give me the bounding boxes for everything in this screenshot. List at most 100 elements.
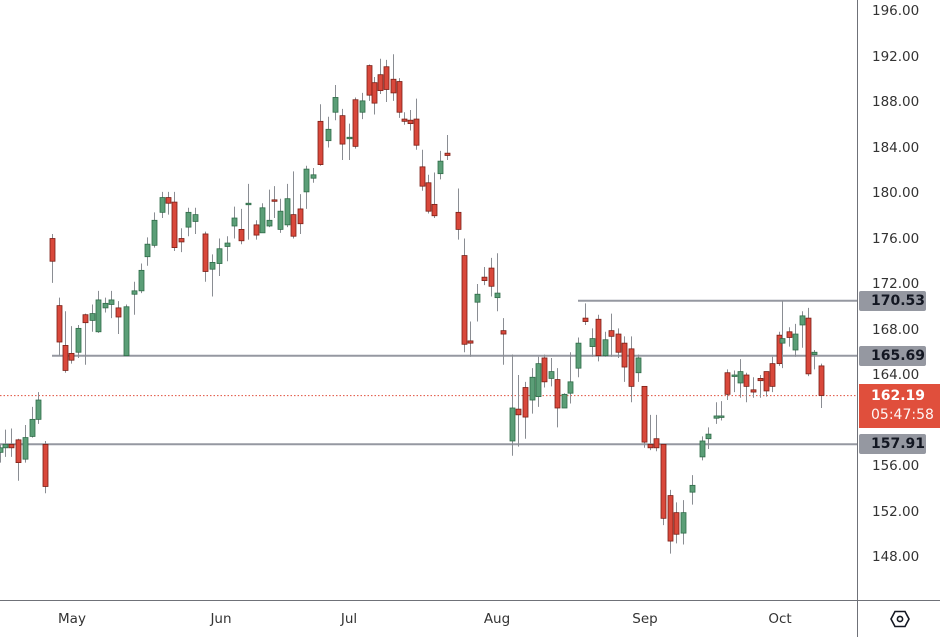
price-tick: 188.00 (872, 94, 920, 110)
candle-up (259, 207, 266, 234)
candle-up (705, 433, 712, 440)
candle-up (718, 415, 725, 418)
candle-down (769, 363, 776, 387)
candle-up (635, 357, 642, 374)
candle-down (750, 389, 757, 393)
candle-up (277, 210, 284, 230)
candle-down (297, 208, 304, 225)
candle-down (444, 152, 451, 156)
candle-down (818, 365, 825, 396)
candle-down (290, 214, 297, 237)
candle-down (419, 166, 426, 187)
candle-up (224, 242, 231, 247)
candle-down (522, 387, 529, 418)
candlestick-chart[interactable] (0, 0, 857, 600)
time-tick: Aug (483, 611, 511, 627)
candle-up (131, 290, 138, 295)
candle-up (689, 484, 696, 493)
candle-up (89, 313, 96, 321)
candle-up (102, 302, 109, 309)
candle-down (608, 330, 615, 337)
candle-up (35, 399, 42, 420)
candle-up (713, 415, 720, 419)
candle-up (123, 306, 130, 357)
price-tick: 168.00 (872, 322, 920, 338)
price-tick: 192.00 (872, 49, 920, 65)
candle-up (284, 198, 291, 226)
candle-up (138, 269, 145, 292)
candle-down (165, 197, 172, 204)
time-tick: Jul (340, 611, 358, 627)
candle-up (303, 168, 310, 193)
candle-down (390, 78, 397, 94)
last-price-value: 162.19 (871, 387, 926, 404)
price-tick: 176.00 (872, 231, 920, 247)
time-axis[interactable]: May Jun Jul Aug Sep Oct (0, 600, 857, 637)
candle-up (22, 437, 29, 460)
candle-down (743, 374, 750, 387)
price-tick: 152.00 (872, 504, 920, 520)
candle-down (202, 233, 209, 272)
candle-up (699, 440, 706, 458)
candle-down (56, 305, 63, 343)
candle-down (757, 378, 764, 382)
candle-down (171, 201, 178, 249)
price-tick: 180.00 (872, 185, 920, 201)
candle-up (216, 248, 223, 264)
level-label-170-53: 170.53 (859, 290, 926, 311)
candle-up (799, 315, 806, 326)
price-tick: 148.00 (872, 549, 920, 565)
candle-down (595, 318, 602, 357)
candle-down (667, 495, 674, 542)
candle-down (582, 317, 589, 322)
candle-up (779, 338, 786, 344)
candle-down (49, 238, 56, 262)
candle-down (396, 81, 403, 113)
level-label-157-91: 157.91 (859, 434, 926, 455)
candle-down (82, 314, 89, 324)
chart-settings-button[interactable] (857, 600, 940, 637)
price-tick: 184.00 (872, 140, 920, 156)
candle-down (371, 82, 378, 104)
candle-down (178, 238, 185, 243)
candle-down (407, 119, 414, 125)
candle-up (2, 443, 9, 449)
candle-down (253, 224, 260, 236)
candle-down (673, 512, 680, 535)
candle-down (68, 352, 75, 361)
candle-down (461, 255, 468, 345)
candle-up (561, 393, 568, 409)
candle-down (431, 203, 438, 217)
candle-down (413, 118, 420, 146)
candle-up (602, 339, 609, 357)
candle-up (266, 219, 273, 227)
time-tick: Sep (632, 611, 658, 627)
candle-up (535, 363, 542, 398)
candle-up (144, 243, 151, 258)
candle-up (509, 407, 516, 442)
candle-up (529, 376, 536, 401)
candle-down (401, 118, 408, 122)
candle-up (589, 338, 596, 347)
candle-up (575, 342, 582, 369)
candle-down (425, 182, 432, 212)
candle-down (8, 443, 15, 449)
candle-down (366, 65, 373, 96)
candle-up (731, 374, 738, 377)
candle-up (95, 299, 102, 333)
candle-down (628, 348, 635, 387)
candle-up (209, 261, 216, 270)
candle-up (811, 351, 818, 355)
candle-down (763, 371, 770, 392)
candle-down (481, 276, 488, 281)
time-tick: May (58, 611, 86, 627)
candle-down (660, 443, 667, 519)
candle-down (455, 211, 462, 230)
candle-down (352, 99, 359, 147)
level-label-165-69: 165.69 (859, 345, 926, 366)
candle-up (359, 100, 366, 113)
price-axis[interactable]: 196.00 192.00 188.00 184.00 180.00 176.00 172.… (857, 0, 940, 600)
candle-up (0, 447, 4, 453)
chart-plot-area[interactable] (0, 0, 857, 600)
candle-down (42, 443, 49, 487)
